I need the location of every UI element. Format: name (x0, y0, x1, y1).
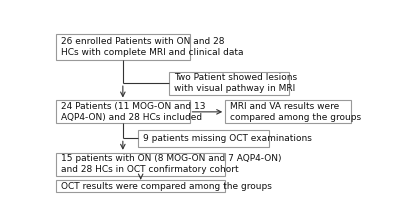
Text: MRI and VA results were
compared among the groups: MRI and VA results were compared among t… (230, 102, 361, 122)
FancyBboxPatch shape (56, 153, 225, 175)
FancyBboxPatch shape (225, 101, 351, 123)
Text: 15 patients with ON (8 MOG-ON and 7 AQP4-ON)
and 28 HCs in OCT confirmatory coho: 15 patients with ON (8 MOG-ON and 7 AQP4… (61, 154, 281, 174)
Text: 9 patients missing OCT examinations: 9 patients missing OCT examinations (143, 134, 312, 143)
Text: 24 Patients (11 MOG-ON and 13
AQP4-ON) and 28 HCs included: 24 Patients (11 MOG-ON and 13 AQP4-ON) a… (61, 102, 205, 122)
Text: Two Patient showed lesions
with visual pathway in MRI: Two Patient showed lesions with visual p… (174, 73, 297, 94)
Text: 26 enrolled Patients with ON and 28
HCs with complete MRI and clinical data: 26 enrolled Patients with ON and 28 HCs … (61, 37, 243, 57)
FancyBboxPatch shape (56, 101, 190, 123)
FancyBboxPatch shape (56, 180, 225, 192)
FancyBboxPatch shape (169, 72, 289, 95)
Text: OCT results were compared among the groups: OCT results were compared among the grou… (61, 182, 272, 191)
FancyBboxPatch shape (56, 34, 190, 60)
FancyBboxPatch shape (138, 130, 268, 147)
